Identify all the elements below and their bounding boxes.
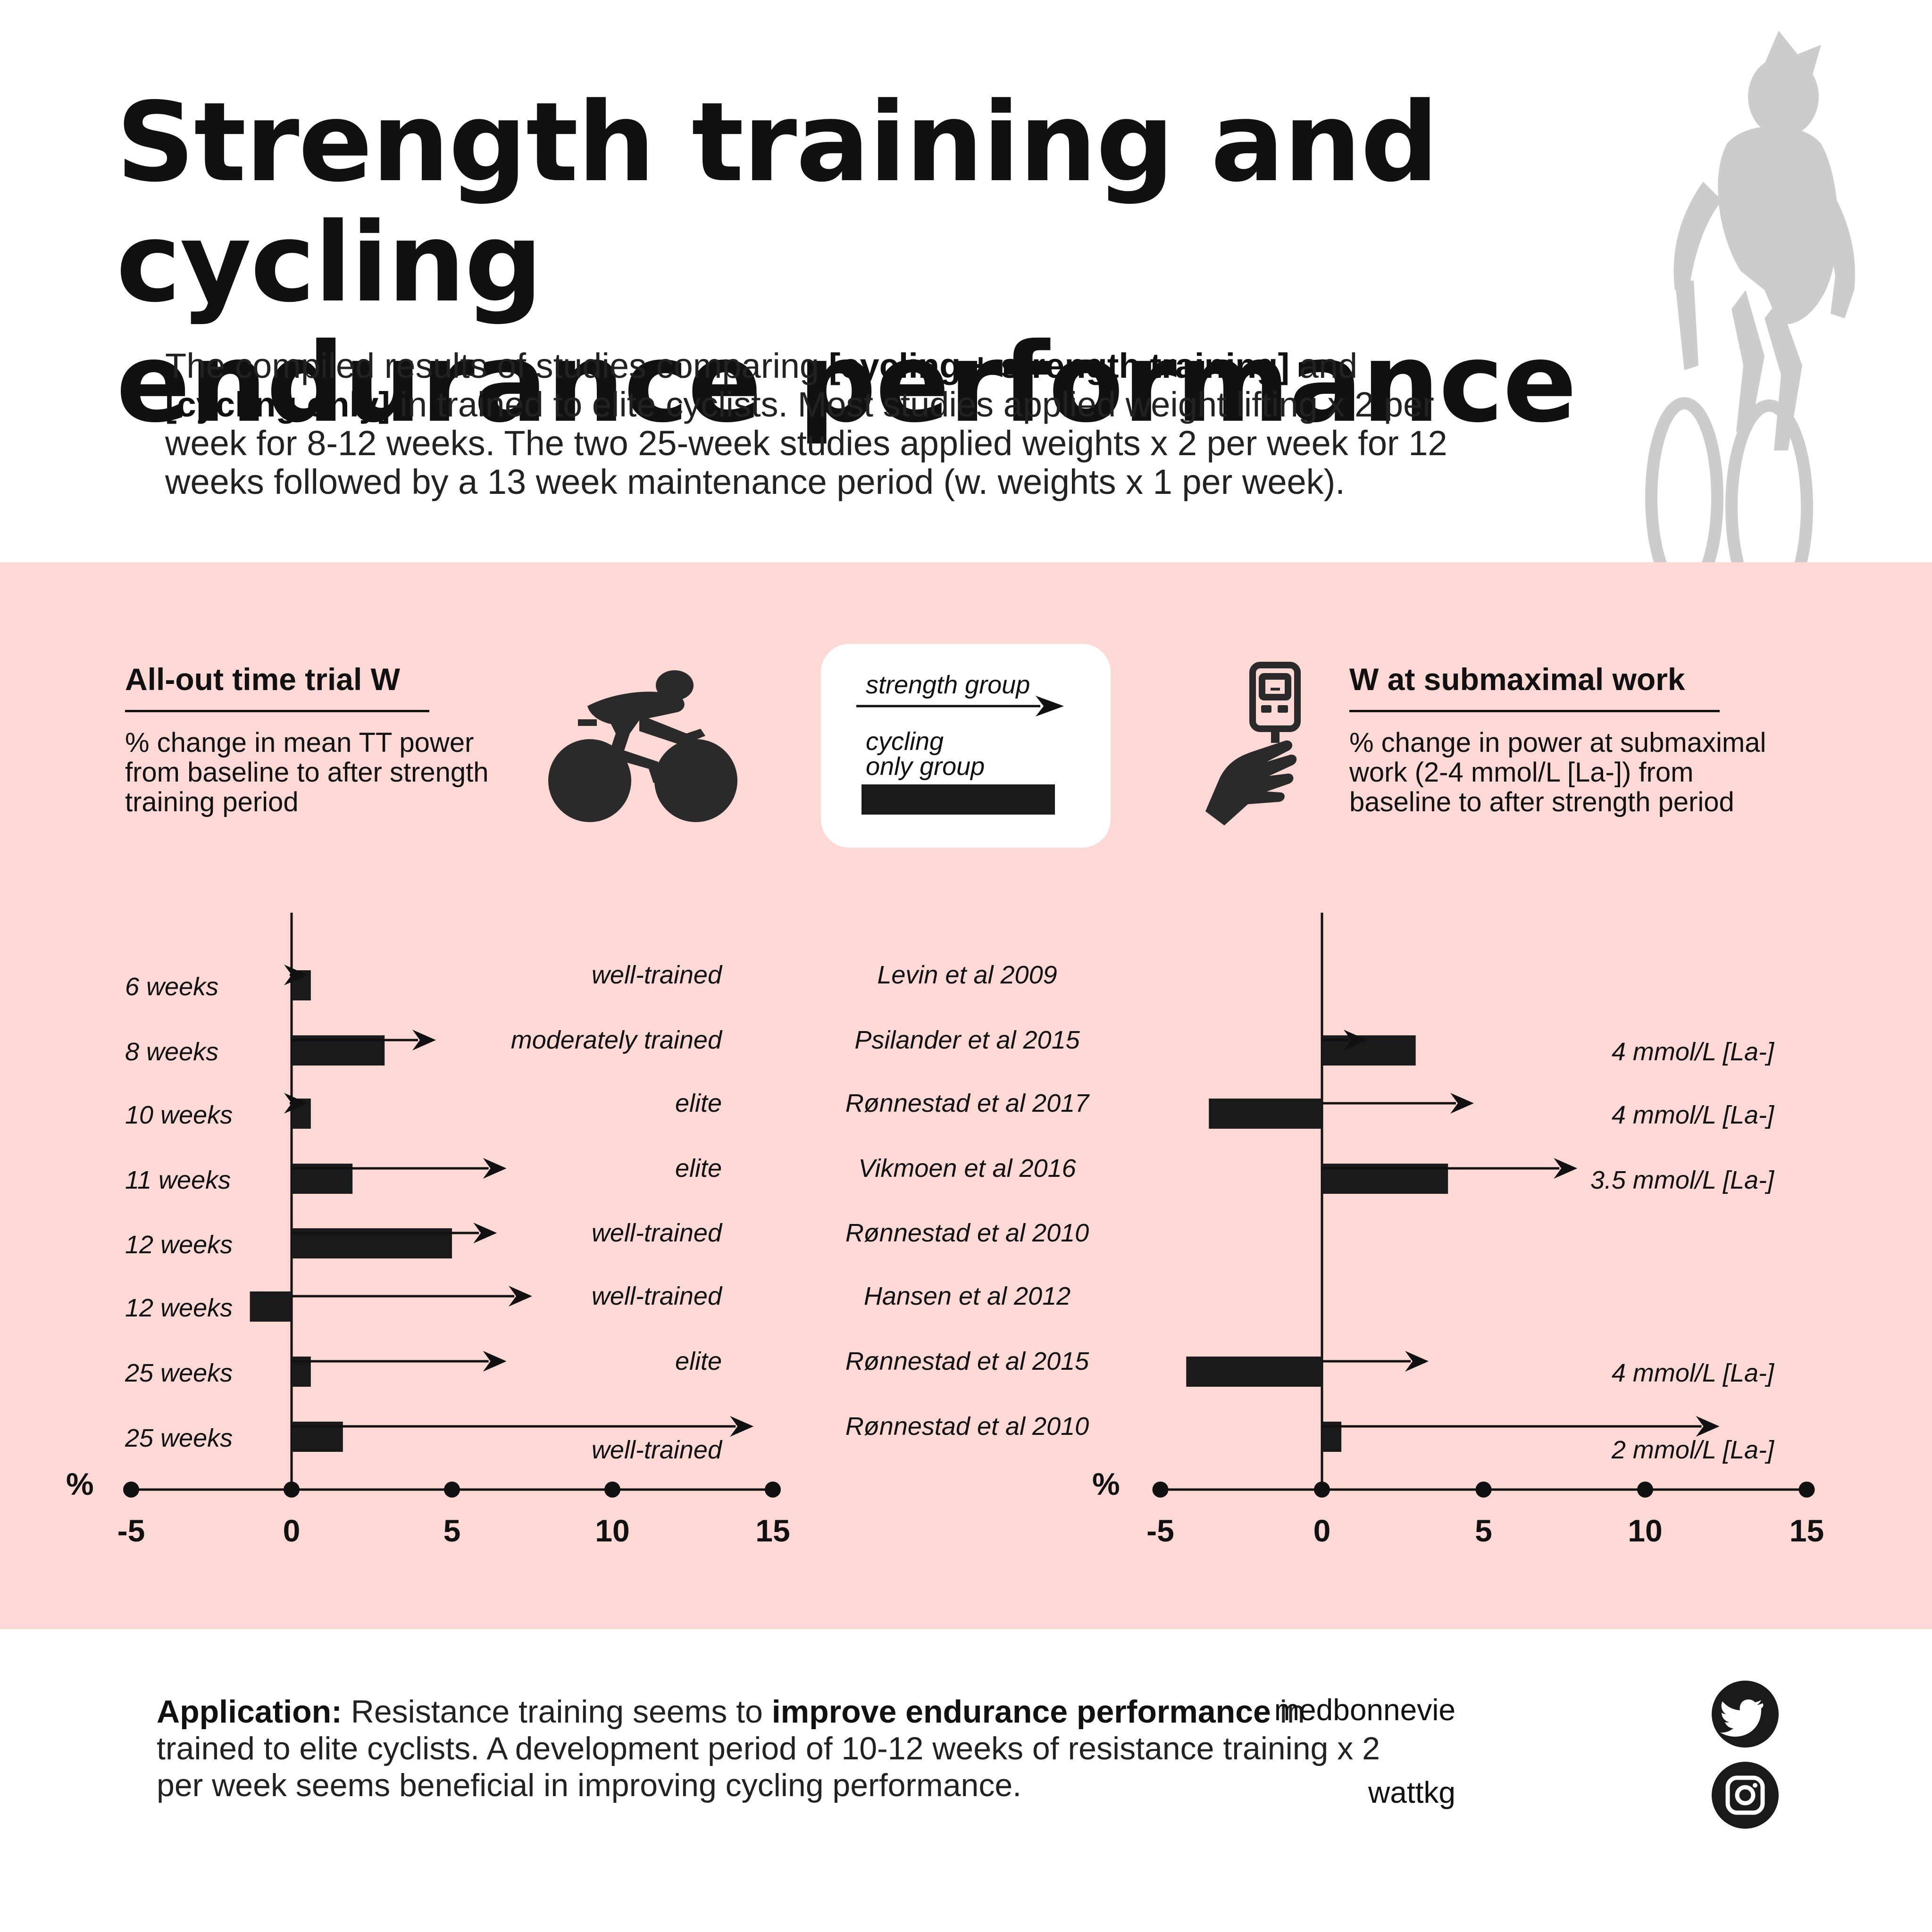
left-level-label: well-trained <box>591 1436 722 1464</box>
right-tick-label: 15 <box>1789 1513 1824 1548</box>
study-label: Rønnestad et al 2010 <box>845 1412 1089 1441</box>
left-level-label: elite <box>675 1154 722 1183</box>
application-highlight: improve endurance performance <box>771 1694 1271 1730</box>
right-tick-label: -5 <box>1146 1513 1174 1548</box>
left-strength-arrow-head <box>730 1416 754 1437</box>
right-tick-dot <box>1314 1482 1330 1498</box>
left-category-label: 12 weeks <box>125 1231 233 1259</box>
left-section-title: All-out time trial W <box>125 662 400 697</box>
left-strength-arrow-head <box>473 1223 497 1243</box>
left-strength-arrow-head <box>483 1351 507 1372</box>
right-section-title: W at submaximal work <box>1349 662 1685 697</box>
left-strength-arrow-head <box>412 1030 436 1050</box>
twitter-icon[interactable] <box>1712 1681 1779 1748</box>
left-strength-arrow-head <box>483 1158 507 1179</box>
application-label: Application: <box>157 1694 342 1730</box>
left-level-label: well-trained <box>591 1219 722 1247</box>
left-category-label: 12 weeks <box>125 1294 233 1322</box>
left-tick-label: 0 <box>283 1513 301 1548</box>
study-label: Levin et al 2009 <box>877 961 1057 989</box>
left-category-label: 6 weeks <box>125 973 219 1001</box>
left-tick-label: -5 <box>117 1513 145 1548</box>
legend-strength-label: strength group <box>866 671 1030 699</box>
right-title-underline <box>1349 710 1720 712</box>
left-category-label: 11 weeks <box>125 1166 231 1194</box>
study-label: Vikmoen et al 2016 <box>858 1154 1076 1183</box>
study-label: Rønnestad et al 2015 <box>845 1347 1089 1375</box>
left-axis-unit: % <box>66 1466 94 1501</box>
right-cycling-bar <box>1209 1099 1322 1129</box>
left-level-label: elite <box>675 1347 722 1375</box>
left-category-label: 10 weeks <box>125 1101 233 1129</box>
right-strength-arrow-head <box>1554 1158 1578 1179</box>
left-strength-arrow-head <box>284 965 308 985</box>
left-level-label: well-trained <box>591 961 722 989</box>
study-label: Rønnestad et al 2017 <box>845 1089 1089 1117</box>
instagram-handle[interactable]: wattkg <box>1368 1775 1455 1809</box>
instagram-icon[interactable] <box>1712 1762 1779 1829</box>
right-tick-dot <box>1475 1482 1492 1498</box>
left-tick-label: 5 <box>443 1513 461 1548</box>
left-category-label: 25 weeks <box>125 1359 233 1387</box>
right-cycling-bar <box>1186 1357 1322 1387</box>
right-tick-dot <box>1798 1482 1815 1498</box>
legend-arrow-swatch <box>856 696 1064 716</box>
study-label: Psilander et al 2015 <box>854 1026 1080 1054</box>
intro-cycling-phrase: [cycling only] <box>165 385 390 424</box>
left-category-label: 25 weeks <box>125 1424 233 1452</box>
right-lactate-label: 4 mmol/L [La-] <box>1611 1038 1774 1066</box>
left-strength-arrow-head <box>284 1093 308 1114</box>
right-strength-arrow-head <box>1405 1351 1429 1372</box>
right-strength-arrow-head <box>1343 1030 1367 1050</box>
title-line-1: Strength training and cycling <box>116 79 1439 326</box>
lactate-meter-hand-icon <box>1205 662 1301 825</box>
right-tick-label: 5 <box>1475 1513 1492 1548</box>
study-label: Hansen et al 2012 <box>863 1282 1071 1310</box>
intro-paragraph: The compiled results of studies comparin… <box>165 346 1447 501</box>
title-line-2: endurance performance <box>116 319 1577 447</box>
right-strength-arrow-head <box>1696 1416 1720 1437</box>
intro-strength-phrase: [cycling + strength training] <box>828 346 1290 385</box>
right-lactate-label: 4 mmol/L [La-] <box>1611 1359 1774 1387</box>
right-tick-dot <box>1152 1482 1169 1498</box>
right-section-description: % change in power at submaximal work (2-… <box>1349 727 1766 817</box>
left-level-label: moderately trained <box>510 1026 722 1054</box>
left-section-description: % change in mean TT power from baseline … <box>125 727 489 817</box>
legend-bar-swatch <box>861 784 1055 815</box>
left-tick-label: 15 <box>755 1513 790 1548</box>
left-tick-dot <box>604 1482 620 1498</box>
right-lactate-label: 3.5 mmol/L [La-] <box>1590 1166 1774 1194</box>
right-tick-dot <box>1637 1482 1653 1498</box>
left-tick-dot <box>123 1482 139 1498</box>
legend-cycling-label-2: only group <box>866 752 985 781</box>
application-paragraph: Application: Resistance training seems t… <box>157 1694 1380 1803</box>
left-tick-dot <box>284 1482 300 1498</box>
right-tick-label: 10 <box>1628 1513 1663 1548</box>
right-axis-unit: % <box>1092 1466 1120 1501</box>
left-strength-arrow-head <box>509 1286 532 1307</box>
right-lactate-label: 2 mmol/L [La-] <box>1611 1436 1774 1464</box>
right-strength-arrow-head <box>1450 1093 1474 1114</box>
left-category-label: 8 weeks <box>125 1038 219 1066</box>
page-title: Strength training and cycling endurance … <box>116 83 1673 443</box>
left-tick-dot <box>444 1482 460 1498</box>
left-cycling-bar <box>250 1291 292 1322</box>
left-title-underline <box>125 710 429 712</box>
right-tick-label: 0 <box>1313 1513 1331 1548</box>
right-lactate-label: 4 mmol/L [La-] <box>1611 1101 1774 1129</box>
twitter-handle[interactable]: medbonnevie <box>1274 1693 1455 1727</box>
left-tick-label: 10 <box>595 1513 630 1548</box>
left-level-label: well-trained <box>591 1282 722 1310</box>
left-tick-dot <box>765 1482 781 1498</box>
left-level-label: elite <box>675 1089 722 1117</box>
study-label: Rønnestad et al 2010 <box>845 1219 1089 1247</box>
cyclist-icon <box>548 670 737 822</box>
legend-cycling-label-1: cycling <box>866 727 944 756</box>
